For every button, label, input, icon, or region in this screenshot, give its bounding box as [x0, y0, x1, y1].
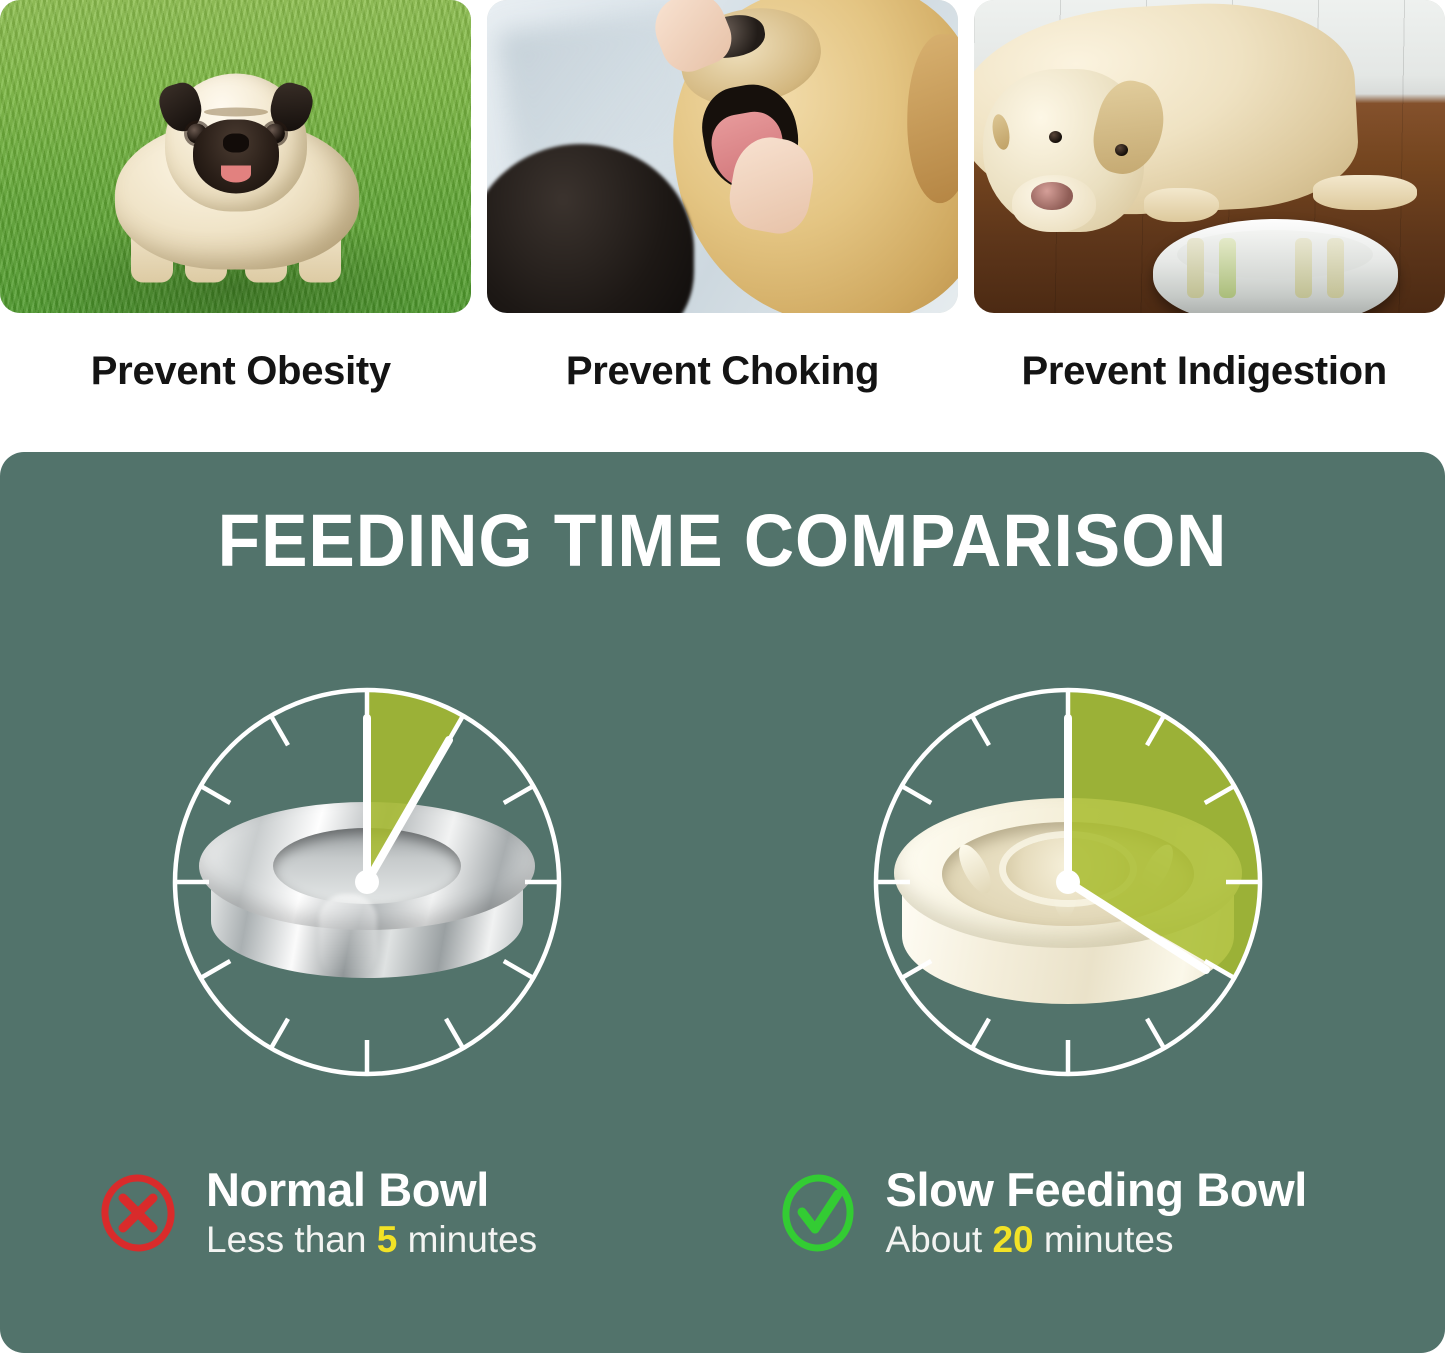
clock-hub-right [1056, 870, 1080, 894]
verdict-row: Normal Bowl Less than 5 minutes Slow Fee… [0, 1128, 1445, 1298]
normal-bowl-clock [165, 680, 569, 1084]
clock-dial-right [873, 687, 1263, 1077]
red-circled-x-icon [96, 1171, 180, 1255]
verdict-sub-prefix-slow: About [885, 1218, 993, 1260]
photo-card-obesity [0, 0, 471, 313]
tick-marks-right [876, 690, 1260, 1074]
verdict-sub-prefix-normal: Less than [206, 1218, 377, 1260]
photo-card-indigestion [974, 0, 1445, 313]
clock-hub-left [355, 870, 379, 894]
verdict-sub-slow: About 20 minutes [886, 1218, 1307, 1262]
verdict-sub-number-normal: 5 [376, 1218, 398, 1260]
verdict-sub-normal: Less than 5 minutes [206, 1218, 537, 1262]
verdict-normal-bowl: Normal Bowl Less than 5 minutes [0, 1128, 766, 1298]
verdict-title-normal: Normal Bowl [206, 1162, 489, 1216]
comparison-panel: FEEDING TIME COMPARISON [0, 452, 1445, 1353]
pug-illustration [101, 68, 371, 283]
steel-bowl-photo [1152, 219, 1398, 313]
clock-dial-left [172, 687, 562, 1077]
verdict-title-slow: Slow Feeding Bowl [885, 1162, 1308, 1216]
caption-prevent-choking: Prevent Choking [565, 348, 880, 393]
verdict-slow-feeding-bowl: Slow Feeding Bowl About 20 minutes [766, 1128, 1445, 1298]
green-circled-check-icon [776, 1171, 860, 1255]
panel-title: FEEDING TIME COMPARISON [217, 499, 1228, 582]
hour-hand-right [1064, 878, 1210, 974]
wedge-20-minutes [1068, 692, 1258, 977]
caption-prevent-obesity: Prevent Obesity [90, 348, 391, 393]
verdict-sub-suffix-slow: minutes [1033, 1218, 1174, 1260]
hour-hand-left [363, 736, 453, 886]
caption-row: Prevent Obesity Prevent Choking Prevent … [0, 326, 1445, 416]
photo-card-choking [487, 0, 958, 313]
caption-prevent-indigestion: Prevent Indigestion [1021, 348, 1387, 393]
photo-strip [0, 0, 1445, 313]
verdict-sub-number-slow: 20 [992, 1218, 1034, 1260]
slow-feeding-bowl-clock [866, 680, 1270, 1084]
verdict-sub-suffix-normal: minutes [397, 1218, 538, 1260]
